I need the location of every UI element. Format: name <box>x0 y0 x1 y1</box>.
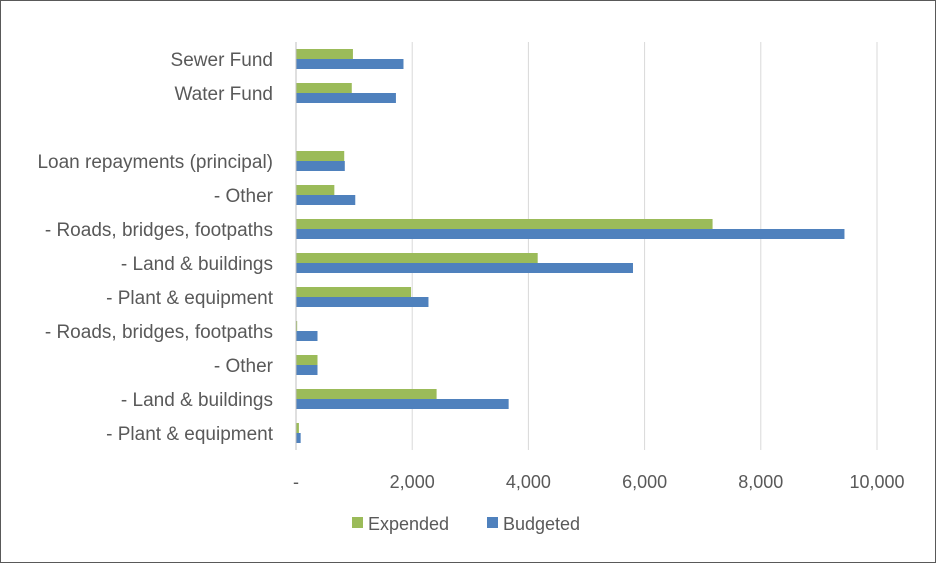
bar-expended <box>296 185 335 195</box>
category-label: - Roads, bridges, footpaths <box>45 220 273 241</box>
x-tick-label: 10,000 <box>849 472 904 492</box>
bar-budgeted <box>296 59 404 69</box>
category-label: - Land & buildings <box>121 390 273 411</box>
bars <box>296 49 845 443</box>
bar-expended <box>296 321 298 331</box>
x-tick-label: 2,000 <box>390 472 435 492</box>
x-tick-label: 4,000 <box>506 472 551 492</box>
bar-budgeted <box>296 399 509 409</box>
category-labels: Sewer Fund Water Fund Loan repayments (pri… <box>37 50 273 445</box>
bar-budgeted <box>296 263 633 273</box>
legend: Expended Budgeted <box>352 514 580 534</box>
bar-budgeted <box>296 93 396 103</box>
bar-expended <box>296 423 299 433</box>
bar-expended <box>296 49 353 59</box>
category-label: Loan repayments (principal) <box>37 152 273 173</box>
category-label: - Other <box>214 186 274 207</box>
x-tick-label: 6,000 <box>622 472 667 492</box>
legend-swatch-expended <box>352 517 363 528</box>
legend-label-budgeted: Budgeted <box>503 514 580 534</box>
bar-budgeted <box>296 365 318 375</box>
bar-expended <box>296 287 412 297</box>
bar-budgeted <box>296 297 429 307</box>
bar-budgeted <box>296 161 345 171</box>
bar-expended <box>296 219 713 229</box>
bar-budgeted <box>296 433 301 443</box>
legend-label-expended: Expended <box>368 514 449 534</box>
category-label: - Land & buildings <box>121 254 273 275</box>
bar-expended <box>296 389 437 399</box>
category-label: Sewer Fund <box>171 50 273 71</box>
category-label: Water Fund <box>174 84 273 105</box>
x-tick-labels: - 2,000 4,000 6,000 8,000 10,000 <box>293 472 905 492</box>
x-tick-label: 8,000 <box>738 472 783 492</box>
category-label: - Plant & equipment <box>106 424 274 445</box>
bar-budgeted <box>296 229 845 239</box>
category-label: - Plant & equipment <box>106 288 274 309</box>
category-label: - Other <box>214 356 274 377</box>
x-tick-label: - <box>293 472 299 492</box>
legend-swatch-budgeted <box>487 517 498 528</box>
bar-budgeted <box>296 195 356 205</box>
bar-expended <box>296 151 345 161</box>
gridlines <box>411 42 878 450</box>
category-label: - Roads, bridges, footpaths <box>45 322 273 343</box>
bar-expended <box>296 253 538 263</box>
bar-budgeted <box>296 331 318 341</box>
bar-expended <box>296 83 352 93</box>
bar-expended <box>296 355 318 365</box>
